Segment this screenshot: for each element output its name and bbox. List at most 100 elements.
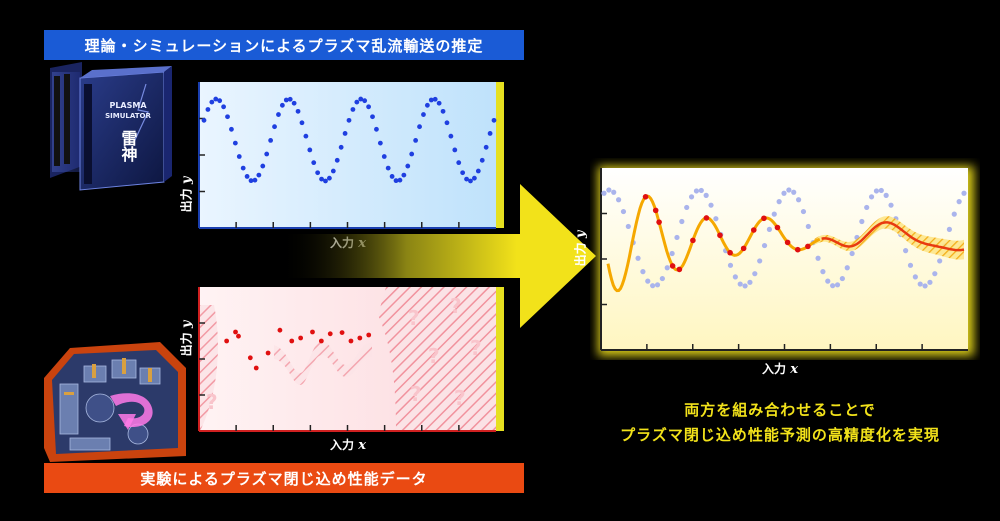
- simulation-point: [389, 174, 395, 179]
- experiment-point: [233, 329, 238, 335]
- experiment-point: [289, 338, 295, 344]
- simulation-point: [279, 102, 285, 108]
- experiment-point: [366, 332, 372, 338]
- combined-sim-point: [669, 250, 675, 257]
- combined-sim-point: [679, 218, 685, 225]
- combined-exp-point: [774, 224, 781, 231]
- summary-caption: 両方を組み合わせることで プラズマ閉じ込め性能予測の高精度化を実現: [580, 398, 980, 448]
- simulation-point: [491, 117, 497, 123]
- combined-sim-point: [771, 211, 777, 217]
- unknown-region-marks: ? ? ? ? ? ? ?: [206, 294, 482, 414]
- combined-sim-point: [620, 208, 627, 215]
- simulation-point: [260, 163, 266, 169]
- combined-exp-point: [703, 215, 710, 221]
- simulation-point: [295, 108, 301, 114]
- simulation-point: [291, 100, 297, 106]
- simulation-point: [424, 102, 430, 108]
- combined-exp-point: [642, 193, 649, 200]
- simulation-point: [330, 168, 336, 174]
- simulation-point: [244, 174, 250, 179]
- combined-sim-point: [873, 188, 880, 194]
- simulation-point: [409, 151, 415, 157]
- combined-simulation-points: [601, 187, 967, 289]
- combined-exp-point: [784, 239, 791, 246]
- combined-sim-point: [650, 283, 656, 289]
- combined-sim-point: [645, 278, 651, 284]
- simulation-point: [201, 117, 207, 123]
- experiment-point: [253, 365, 259, 371]
- combined-sim-point: [688, 194, 695, 200]
- combined-sim-point: [839, 275, 845, 282]
- simulation-point: [358, 96, 364, 102]
- simulation-point: [342, 131, 348, 136]
- simulation-point: [413, 137, 419, 143]
- combined-sim-point: [747, 279, 753, 285]
- simulation-point: [236, 154, 242, 159]
- combined-sim-point: [834, 282, 841, 288]
- simulation-point: [479, 157, 485, 163]
- combined-exp-point: [669, 263, 676, 269]
- simulation-point: [256, 172, 262, 178]
- combined-sim-point: [927, 279, 933, 285]
- simulation-point: [385, 165, 391, 171]
- combined-sim-point: [742, 283, 748, 289]
- experiment-point: [247, 355, 253, 361]
- combined-sim-point: [664, 265, 670, 271]
- simulation-point: [346, 117, 352, 123]
- combined-sim-point: [907, 262, 914, 268]
- combined-sim-point: [917, 281, 923, 287]
- combined-sim-point: [800, 208, 807, 215]
- svg-text:?: ?: [454, 386, 466, 410]
- simulation-point: [229, 126, 234, 132]
- experiment-point: [310, 329, 315, 335]
- simulation-banner-text: 理論・シミュレーションによるプラズマ乱流輸送の推定: [84, 36, 484, 55]
- svg-text:?: ?: [408, 306, 420, 330]
- simulation-point: [338, 144, 344, 150]
- combined-sim-point: [922, 283, 928, 289]
- combined-sim-point: [937, 258, 943, 264]
- combined-exp-point: [690, 237, 696, 244]
- simulation-point: [444, 120, 450, 126]
- combined-sim-point: [883, 192, 889, 198]
- svg-text:?: ?: [450, 294, 462, 318]
- combined-sim-point: [659, 275, 665, 282]
- experiment-point: [339, 330, 345, 335]
- simulation-point: [252, 177, 258, 183]
- combined-sim-point: [698, 187, 704, 194]
- experiment-point: [298, 335, 304, 341]
- simulation-point: [432, 96, 438, 102]
- simulator-label-2: SIMULATOR: [105, 112, 151, 120]
- simulation-point: [311, 160, 317, 166]
- combined-exp-point: [761, 215, 767, 222]
- combined-sim-point: [795, 197, 802, 203]
- simulation-point: [472, 175, 477, 181]
- experiment-point: [224, 338, 230, 344]
- simulation-point: [440, 108, 446, 114]
- combined-sim-point: [732, 274, 738, 280]
- supercomputer-icon: PLASMA SIMULATOR 雷神: [50, 62, 172, 191]
- combined-sim-point: [611, 189, 617, 195]
- simulation-point: [428, 97, 434, 103]
- simulation-point: [354, 99, 360, 105]
- combined-sim-point: [951, 211, 957, 217]
- combined-sim-point: [805, 223, 811, 230]
- combined-exp-point: [805, 243, 811, 250]
- experiment-point: [327, 331, 333, 337]
- simulation-point: [268, 137, 274, 143]
- combined-exp-point: [652, 207, 659, 214]
- simulation-point: [217, 98, 223, 104]
- simulation-point: [456, 160, 462, 166]
- uncertainty-band: [814, 216, 964, 260]
- simulation-point: [448, 133, 454, 139]
- simulation-point: [319, 176, 324, 182]
- simulation-point: [323, 178, 328, 184]
- simulation-point: [381, 154, 387, 159]
- combined-sim-point: [776, 199, 782, 205]
- simulation-point: [248, 178, 254, 184]
- simulation-point: [417, 124, 422, 130]
- svg-text:?: ?: [206, 390, 218, 414]
- simulation-point: [225, 114, 230, 120]
- combined-exp-point: [676, 266, 683, 273]
- simulation-point: [303, 133, 309, 139]
- combined-sim-point: [825, 278, 831, 284]
